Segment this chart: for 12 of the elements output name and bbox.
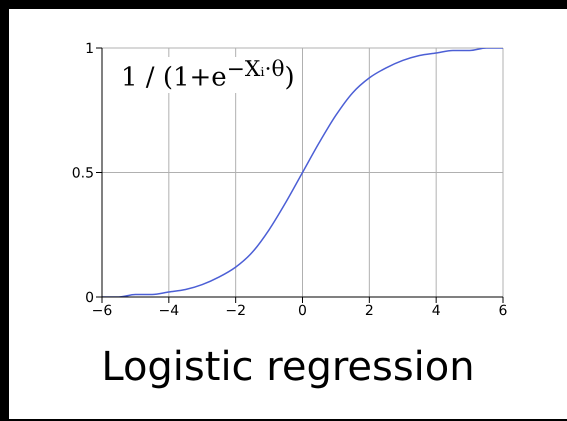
y-tick-label: 0: [85, 290, 94, 306]
x-tick-label: −2: [225, 302, 246, 319]
x-tick-label: 4: [432, 302, 441, 319]
x-tick-label: 6: [498, 302, 508, 319]
text: Logistic regression: [100, 344, 476, 390]
x-tick-label: −4: [158, 302, 180, 319]
x-tick-label: 0: [298, 302, 307, 319]
y-tick-label: 0.5: [72, 165, 94, 182]
x-tick-label: 2: [364, 302, 374, 319]
annotation: 1 / (1+e$^{−Xᵢ·θ}$): [117, 57, 299, 93]
y-tick-label: 1: [85, 40, 94, 57]
x-tick-label: −6: [92, 302, 112, 319]
